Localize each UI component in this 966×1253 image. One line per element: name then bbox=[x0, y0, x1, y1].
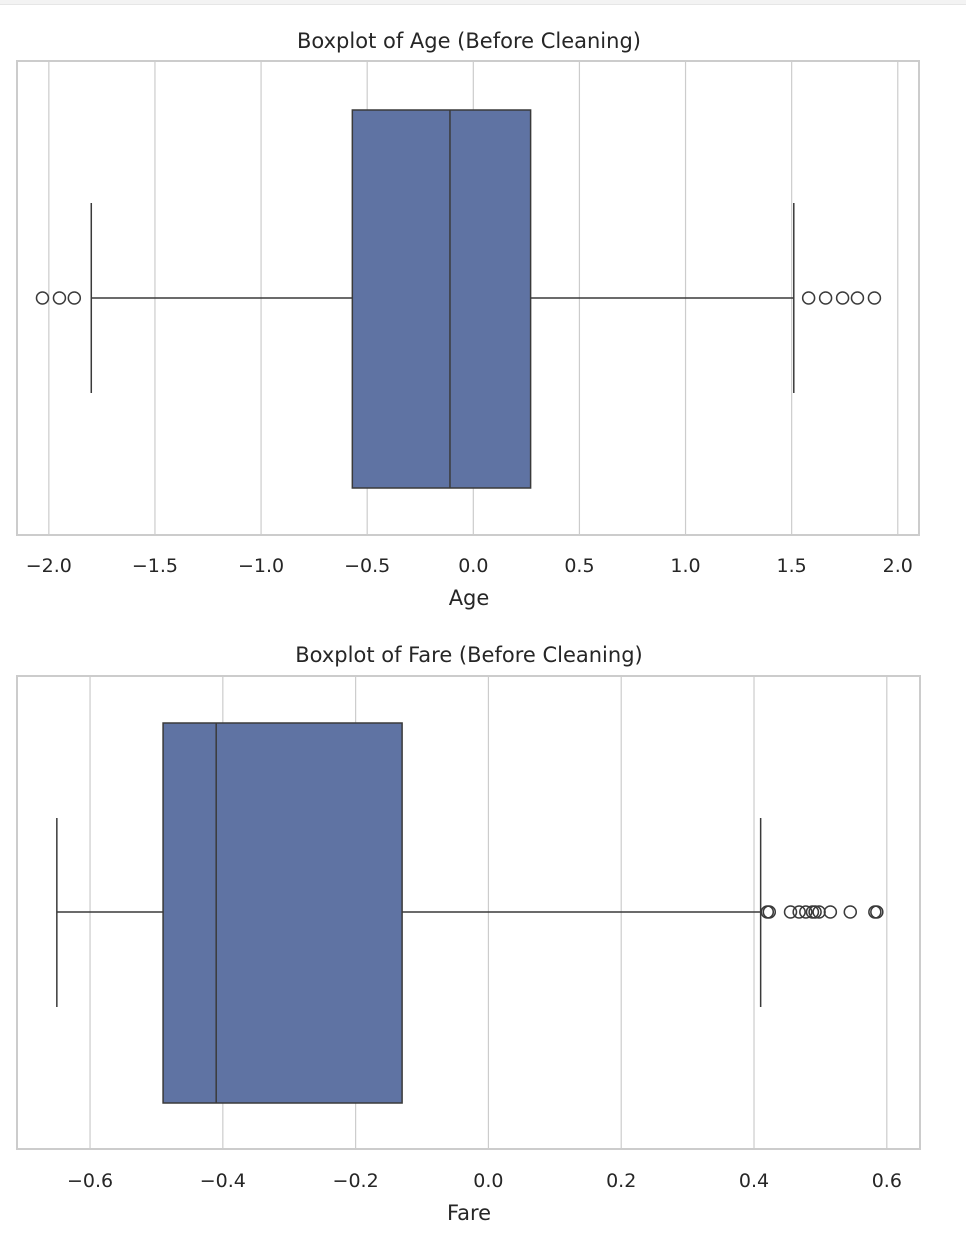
outlier-point bbox=[850, 291, 865, 305]
x-tick-label: 1.5 bbox=[777, 555, 807, 577]
top-rule bbox=[0, 0, 966, 5]
outlier-point bbox=[870, 905, 884, 919]
outlier-point bbox=[799, 905, 813, 919]
x-tick-label: −0.2 bbox=[333, 1170, 379, 1192]
x-tick-labels: −0.6 −0.4 −0.2 0.0 0.2 0.4 0.6 bbox=[67, 1170, 902, 1192]
box-group bbox=[56, 722, 762, 1104]
outlier-point bbox=[867, 291, 882, 305]
x-tick-label: 0.6 bbox=[872, 1170, 902, 1192]
x-tick-label: 0.2 bbox=[606, 1170, 636, 1192]
x-tick-label: 0.0 bbox=[458, 555, 488, 577]
outlier-point bbox=[792, 905, 806, 919]
outlier-point bbox=[835, 291, 850, 305]
outlier-point bbox=[801, 291, 816, 305]
outlier-point bbox=[823, 905, 838, 919]
x-tick-label: 0.4 bbox=[739, 1170, 769, 1192]
box-group bbox=[90, 109, 795, 489]
iqr-box bbox=[162, 722, 403, 1104]
x-tick-label: −0.6 bbox=[67, 1170, 113, 1192]
outlier-point bbox=[35, 291, 50, 305]
chart-title: Boxplot of Age (Before Cleaning) bbox=[297, 29, 641, 53]
x-tick-labels: −2.0 −1.5 −1.0 −0.5 0.0 0.5 1.0 1.5 2.0 bbox=[26, 555, 913, 577]
x-tick-label: 2.0 bbox=[883, 555, 913, 577]
age-boxplot-chart: Boxplot of Age (Before Cleaning) −2.0 −1.… bbox=[16, 29, 920, 610]
outlier-point bbox=[762, 905, 777, 919]
iqr-box bbox=[351, 109, 532, 489]
outlier-point bbox=[67, 291, 82, 305]
x-axis-label: Fare bbox=[447, 1201, 491, 1225]
x-tick-label: −0.5 bbox=[344, 555, 390, 577]
outlier-point bbox=[783, 905, 798, 919]
outlier-point bbox=[808, 905, 822, 919]
x-tick-label: 1.0 bbox=[670, 555, 700, 577]
x-tick-label: −2.0 bbox=[26, 555, 72, 577]
outliers bbox=[35, 291, 882, 305]
x-tick-label: −1.5 bbox=[132, 555, 178, 577]
plot-frame bbox=[16, 675, 921, 1150]
x-tick-label: 0.5 bbox=[564, 555, 594, 577]
fare-boxplot-chart: Boxplot of Fare (Before Cleaning) −0.6 −0… bbox=[16, 643, 921, 1225]
x-tick-label: 0.0 bbox=[473, 1170, 503, 1192]
chart-title: Boxplot of Fare (Before Cleaning) bbox=[295, 643, 642, 667]
outlier-point bbox=[52, 291, 67, 305]
outliers bbox=[760, 905, 884, 919]
x-tick-label: −0.4 bbox=[200, 1170, 246, 1192]
x-tick-label: −1.0 bbox=[238, 555, 284, 577]
plot-frame bbox=[16, 60, 920, 536]
x-axis-label: Age bbox=[449, 586, 490, 610]
outlier-point bbox=[818, 291, 833, 305]
outlier-point bbox=[843, 905, 858, 919]
